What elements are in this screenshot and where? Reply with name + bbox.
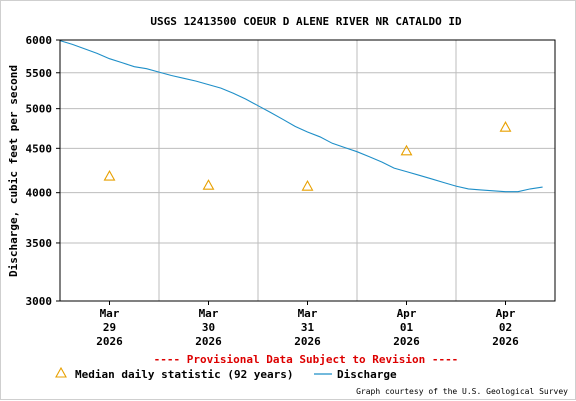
median-marker: [103, 169, 116, 181]
x-tick-day: 30: [202, 321, 215, 334]
y-tick-label: 3500: [26, 237, 53, 250]
y-tick-label: 4500: [26, 142, 53, 155]
provisional-notice: ---- Provisional Data Subject to Revisio…: [154, 353, 459, 366]
y-tick-label: 5500: [26, 67, 53, 80]
y-axis-ticks: 3000 3500 4000 4500 5000 5500 6000: [26, 34, 60, 308]
series-layer: [59, 40, 543, 193]
median-marker: [301, 180, 314, 191]
legend-median-label: Median daily statistic (92 years): [75, 368, 294, 381]
median-marker: [499, 121, 512, 132]
y-axis-label: Discharge, cubic feet per second: [7, 65, 20, 277]
x-tick-year: 2026: [492, 335, 519, 348]
y-tick-label: 4000: [26, 187, 53, 200]
x-tick-year: 2026: [96, 335, 123, 348]
legend-median-marker: [55, 366, 67, 378]
plot-frame: [59, 39, 556, 302]
discharge-line: [59, 40, 543, 193]
x-tick-year: 2026: [195, 335, 222, 348]
credit-text: Graph courtesy of the U.S. Geological Su…: [356, 387, 568, 396]
chart-title: USGS 12413500 COEUR D ALENE RIVER NR CAT…: [150, 15, 462, 28]
x-tick-day: 02: [499, 321, 512, 334]
y-tick-label: 6000: [26, 34, 53, 47]
x-tick-month: Mar: [199, 307, 219, 320]
x-tick-day: 31: [301, 321, 315, 334]
x-tick-day: 29: [103, 321, 116, 334]
x-tick-month: Apr: [397, 307, 417, 320]
median-marker: [400, 144, 413, 156]
x-tick-year: 2026: [393, 335, 420, 348]
y-tick-label: 5000: [26, 103, 53, 116]
x-tick-month: Apr: [496, 307, 516, 320]
grid-lines: [60, 40, 555, 301]
legend-discharge-label: Discharge: [337, 368, 397, 381]
median-marker: [202, 179, 215, 190]
x-tick-day: 01: [400, 321, 414, 334]
x-tick-month: Mar: [100, 307, 120, 320]
y-tick-label: 3000: [26, 295, 53, 308]
x-axis-ticks: Mar292026Mar302026Mar312026Apr012026Apr0…: [96, 301, 519, 348]
x-tick-month: Mar: [298, 307, 318, 320]
x-tick-year: 2026: [294, 335, 321, 348]
legend: Median daily statistic (92 years) Discha…: [55, 366, 397, 381]
